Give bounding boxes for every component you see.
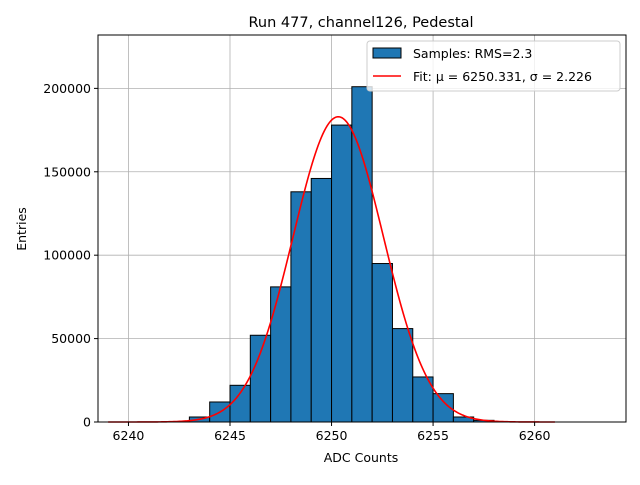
legend-swatch-samples [372, 47, 402, 59]
histogram-bar [391, 328, 414, 423]
x-tick-label: 6250 [316, 428, 348, 443]
x-tick-label: 6240 [113, 428, 145, 443]
chart-title: Run 477, channel126, Pedestal [248, 15, 473, 31]
histogram-bar [249, 334, 272, 423]
histogram-bar [229, 384, 251, 423]
y-tick-label: 100000 [43, 248, 91, 263]
y-tick-label: 0 [83, 415, 91, 430]
histogram-bar [290, 191, 312, 423]
legend-frame [366, 40, 621, 92]
plot-frame [97, 34, 627, 423]
legend-label-fit: Fit: μ = 6250.331, σ = 2.226 [413, 69, 592, 84]
y-tick-label: 150000 [43, 164, 91, 179]
fit-curve-layer [108, 115, 555, 423]
x-axis-ticks: 6240 6245 6250 6255 6260 [113, 422, 551, 443]
histogram-bar [371, 263, 393, 423]
histogram-bar [331, 124, 353, 423]
x-tick-label: 6245 [214, 428, 246, 443]
histogram-bar [310, 177, 333, 423]
y-tick-label: 50000 [51, 331, 91, 346]
y-axis-ticks: 0 50000 100000 150000 200000 [43, 81, 98, 430]
histogram-bar [270, 286, 292, 423]
legend-label-samples: Samples: RMS=2.3 [413, 46, 532, 61]
legend: Samples: RMS=2.3 Fit: μ = 6250.331, σ = … [366, 40, 621, 92]
y-axis-label: Entries [14, 207, 29, 251]
x-tick-label: 6255 [417, 428, 449, 443]
y-tick-label: 200000 [43, 81, 91, 96]
x-axis-label: ADC Counts [324, 450, 399, 465]
fit-curve [108, 115, 555, 423]
x-tick-label: 6260 [519, 428, 551, 443]
